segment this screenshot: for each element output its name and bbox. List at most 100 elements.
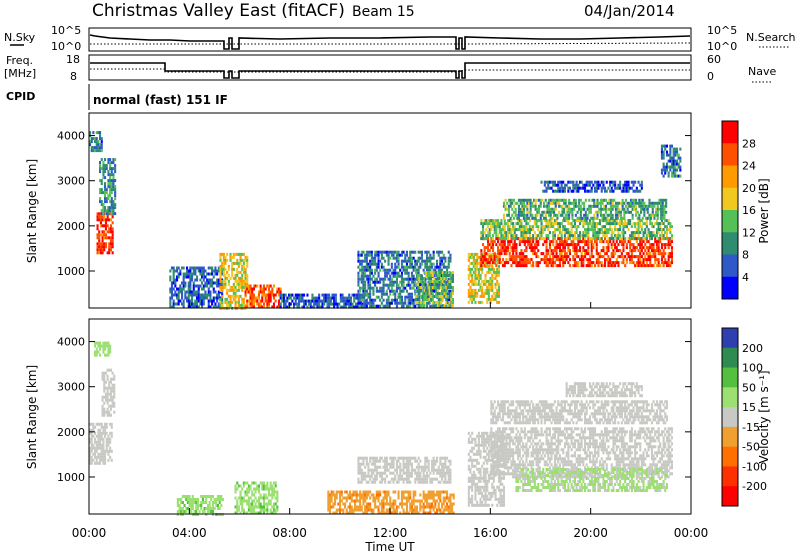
range-cell (615, 219, 618, 223)
range-cell (199, 302, 202, 306)
range-cell (90, 443, 93, 447)
range-cell (550, 222, 553, 226)
range-cell (543, 201, 546, 205)
range-cell (548, 225, 551, 229)
range-cell (402, 301, 405, 305)
range-cell (197, 290, 200, 294)
range-cell (540, 258, 543, 262)
range-cell (94, 344, 97, 348)
range-cell (222, 273, 225, 277)
range-cell (372, 289, 375, 293)
range-cell (629, 219, 632, 223)
range-cell (244, 287, 247, 291)
range-cell (589, 189, 592, 193)
range-cell (523, 249, 526, 253)
range-cell (484, 279, 487, 283)
range-cell (89, 131, 92, 135)
range-cell (552, 234, 555, 238)
range-cell (241, 252, 244, 256)
range-cell (445, 301, 448, 304)
range-cell (609, 210, 612, 214)
range-cell (491, 264, 494, 268)
range-cell (249, 502, 252, 506)
range-cell (340, 493, 343, 497)
range-cell (542, 237, 545, 241)
range-cell (548, 231, 551, 235)
range-cell (103, 413, 106, 417)
range-cell (612, 249, 615, 253)
range-cell (633, 201, 636, 205)
range-cell (567, 186, 570, 190)
range-cell (630, 201, 633, 205)
range-cell (664, 147, 667, 151)
range-cell (612, 219, 615, 223)
range-cell (221, 281, 224, 285)
range-cell (412, 274, 415, 278)
range-cell (365, 511, 368, 515)
range-cell (395, 286, 398, 290)
range-cell (545, 252, 548, 256)
range-cell (487, 240, 490, 244)
range-cell (400, 259, 403, 263)
range-cell (244, 279, 247, 283)
range-cell (562, 219, 565, 223)
range-cell (279, 290, 282, 294)
range-cell (543, 225, 546, 229)
range-cell (536, 207, 539, 211)
range-cell (181, 302, 184, 306)
range-cell (99, 446, 102, 450)
range-cell (661, 216, 664, 220)
range-cell (239, 499, 242, 503)
range-cell (350, 496, 353, 500)
nsky-trace (89, 34, 691, 50)
range-cell (480, 255, 483, 259)
range-cell (377, 265, 380, 269)
range-cell (414, 259, 417, 263)
range-cell (640, 198, 643, 202)
range-cell (572, 249, 575, 253)
range-cell (610, 246, 613, 250)
range-cell (519, 201, 522, 205)
range-cell (90, 434, 93, 438)
range-cell (216, 299, 219, 303)
range-cell (95, 461, 98, 465)
range-cell (380, 250, 383, 254)
range-cell (592, 231, 595, 235)
range-cell (497, 285, 500, 289)
range-cell (512, 249, 515, 253)
range-cell (109, 431, 112, 435)
range-cell (654, 258, 657, 262)
range-cell (512, 210, 515, 214)
range-cell (269, 284, 272, 288)
range-cell (382, 304, 385, 308)
range-cell (387, 250, 390, 254)
range-cell (640, 243, 643, 247)
range-cell (513, 255, 516, 259)
range-cell (375, 295, 378, 299)
range-cell (351, 293, 354, 297)
range-cell (201, 299, 204, 303)
range-cell (444, 259, 447, 263)
range-cell (112, 185, 115, 189)
range-cell (111, 233, 114, 237)
range-cell (94, 437, 97, 441)
range-cell (517, 264, 520, 268)
range-cell (113, 410, 116, 414)
range-cell (372, 256, 375, 260)
range-cell (380, 265, 383, 269)
range-cell (567, 243, 570, 247)
colorbar-segment (722, 254, 738, 278)
range-cell (567, 189, 570, 193)
range-cell (407, 280, 410, 284)
range-cell (192, 281, 195, 285)
range-cell (520, 264, 523, 268)
range-cell (495, 234, 498, 238)
range-cell (435, 271, 438, 274)
range-cell (389, 502, 392, 506)
range-cell (112, 173, 115, 177)
range-cell (114, 197, 117, 201)
range-cell (110, 434, 113, 438)
range-cell (286, 305, 289, 309)
